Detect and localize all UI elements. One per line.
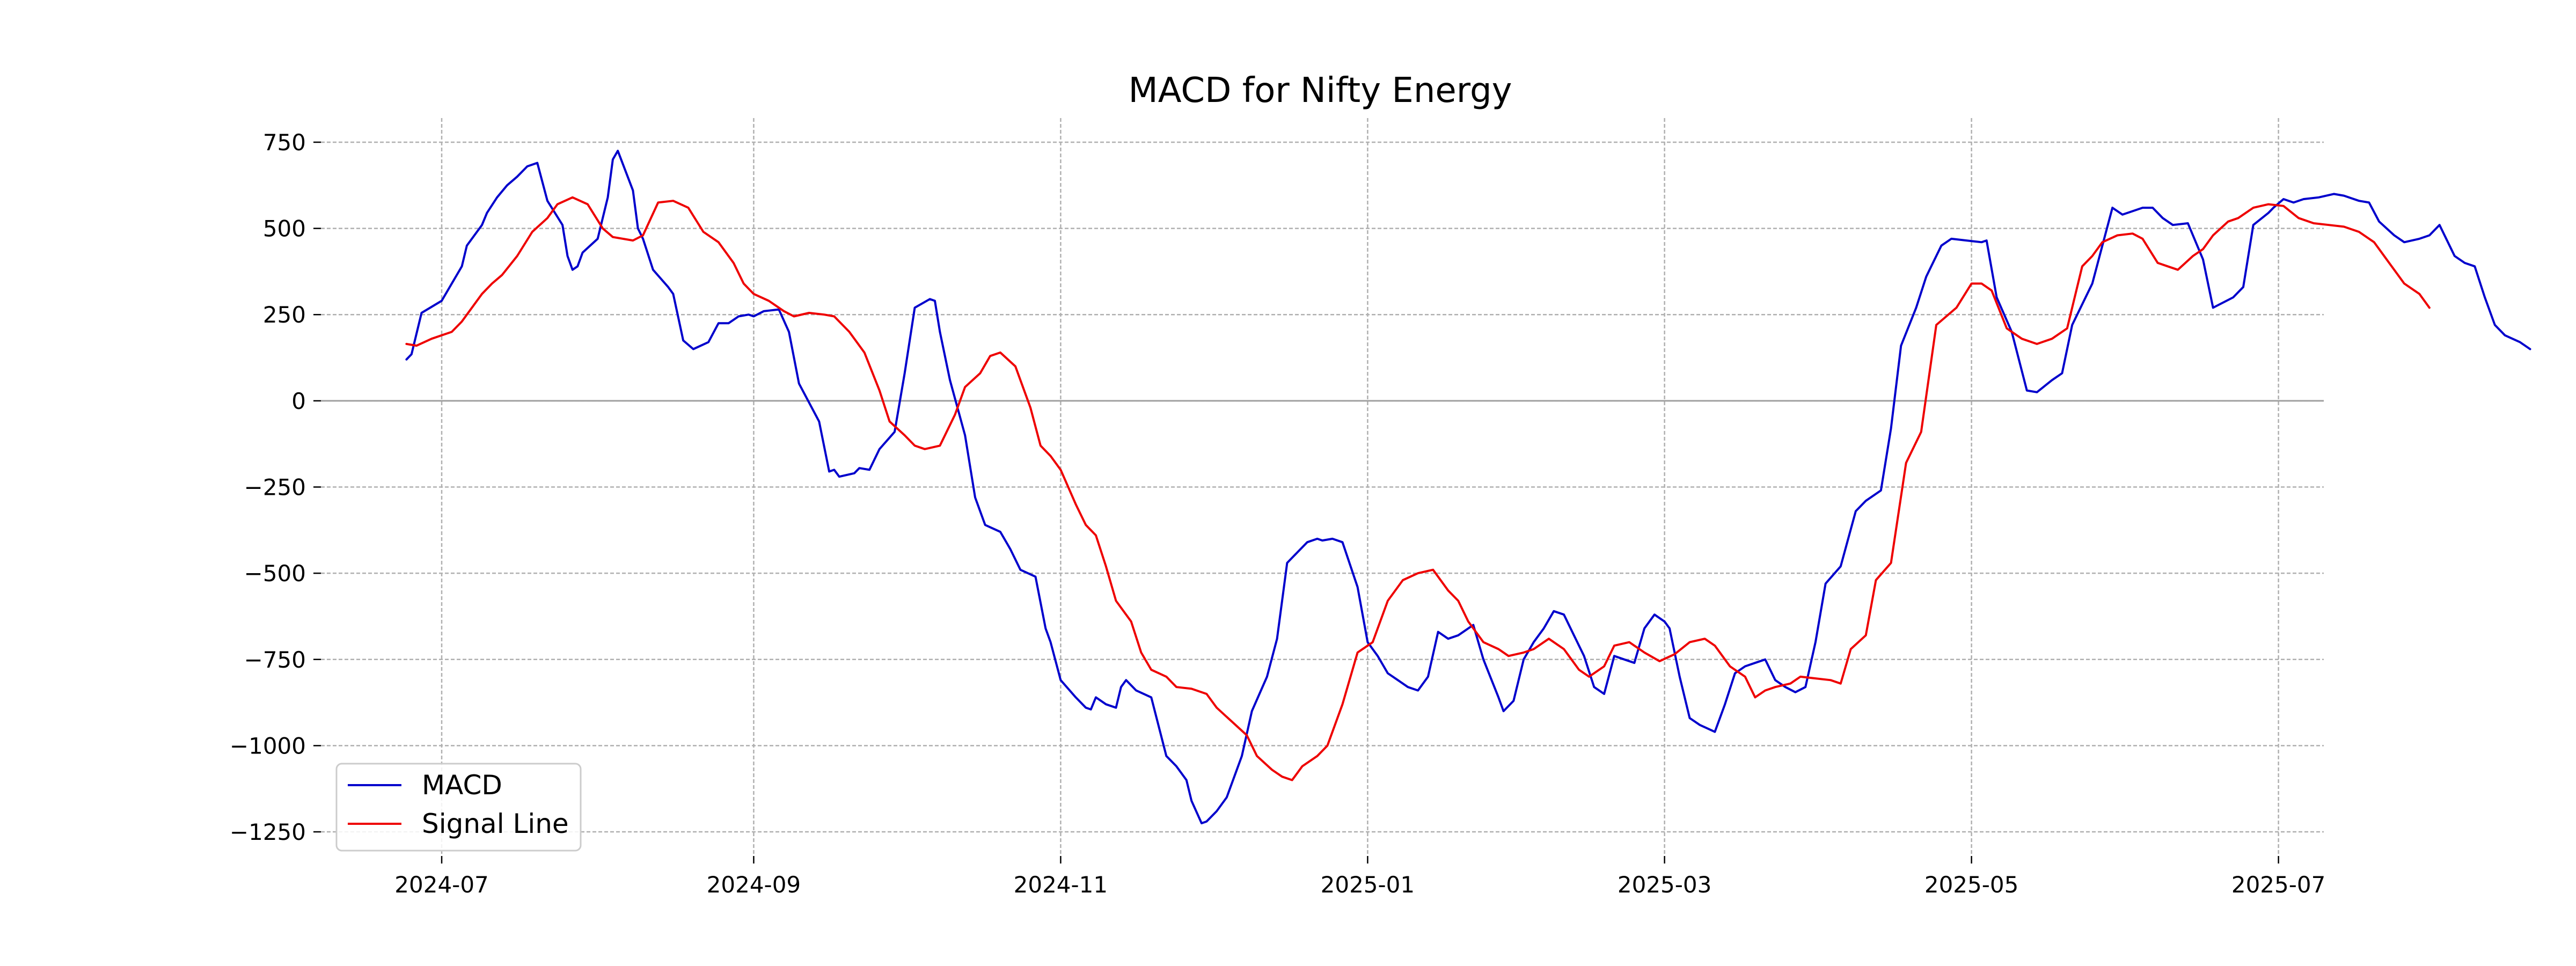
x-tick-label-5: 2025-05	[1924, 872, 2019, 898]
x-tick-label-6: 2025-07	[2231, 872, 2326, 898]
legend-label-macd: MACD	[422, 770, 502, 801]
y-tick-label-7: −1000	[230, 733, 306, 759]
y-tick-label-4: −250	[244, 474, 306, 501]
y-tick-label-6: −750	[244, 647, 306, 673]
x-axis-ticks: 2024-07 2024-09 2024-11 2025-01 2025-03 2025-…	[394, 856, 2325, 898]
y-tick-label-3: 0	[291, 388, 306, 414]
x-tick-label-4: 2025-03	[1618, 872, 1712, 898]
macd-line	[405, 150, 2531, 824]
x-tick-label-1: 2024-09	[707, 872, 801, 898]
legend-label-signal-line: Signal Line	[422, 808, 569, 839]
y-axis-ticks: 750 500 250 0 −250 −500 −750 −1000 −1250	[230, 129, 321, 845]
x-tick-label-2: 2024-11	[1014, 872, 1108, 898]
x-tick-label-0: 2024-07	[394, 872, 489, 898]
y-tick-label-2: 250	[263, 302, 306, 328]
y-tick-label-0: 750	[263, 129, 306, 156]
x-tick-label-3: 2025-01	[1321, 872, 1415, 898]
grid	[321, 118, 2324, 856]
y-tick-label-8: −1250	[230, 819, 306, 845]
chart-title: MACD for Nifty Energy	[1129, 71, 1512, 111]
legend: MACD Signal Line	[335, 763, 582, 852]
signal-line	[405, 196, 2431, 781]
y-tick-label-5: −500	[244, 560, 306, 587]
y-tick-label-1: 500	[263, 216, 306, 242]
series-lines	[405, 150, 2531, 824]
